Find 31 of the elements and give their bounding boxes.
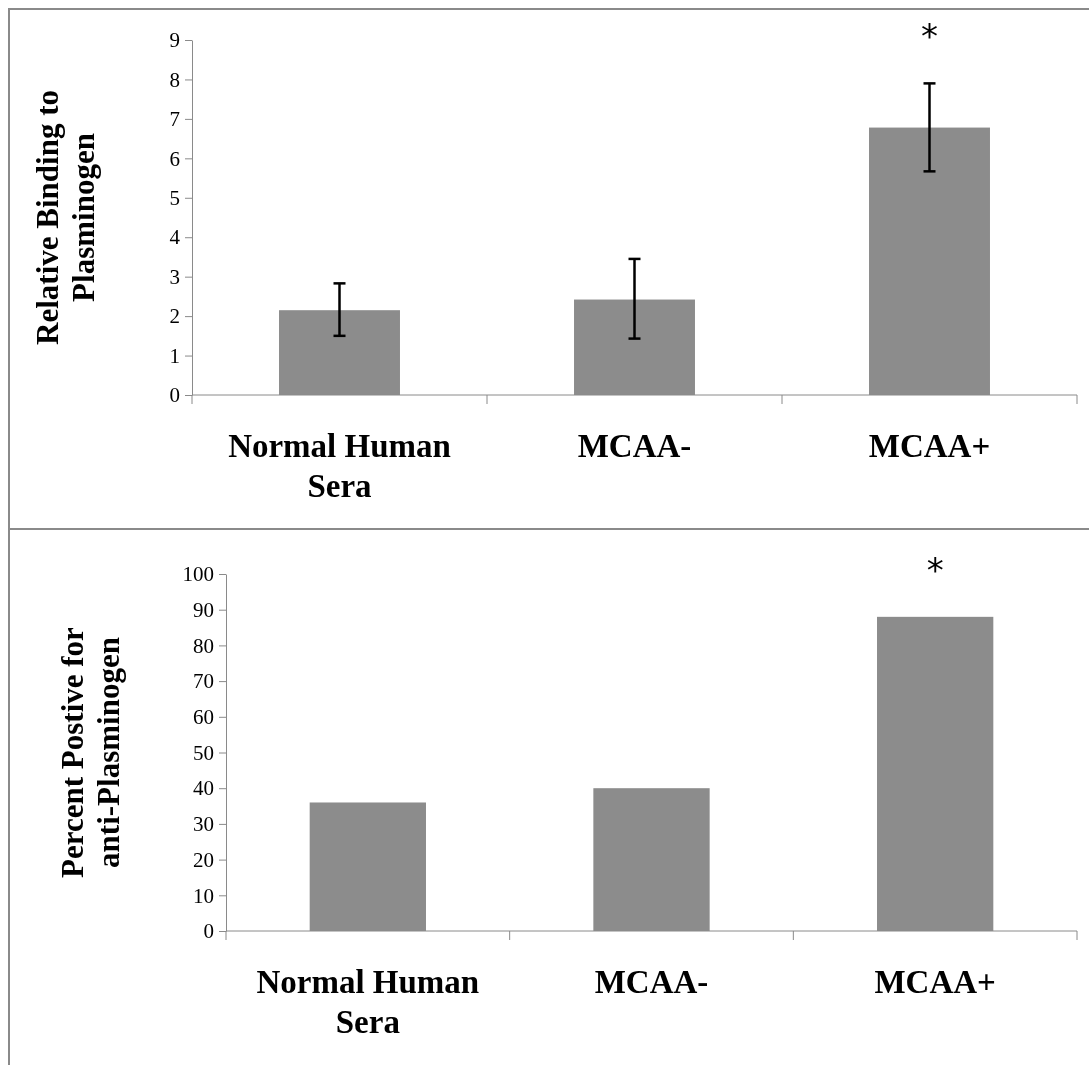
y-tick-label: 0: [203, 919, 214, 944]
y-tick-label: 7: [169, 107, 180, 132]
y-tick-label: 0: [169, 383, 180, 408]
y-tick-label: 40: [193, 776, 214, 801]
x-tick-label: MCAA-: [577, 428, 692, 464]
y-axis-title: Percent Postive for anti-Plasminogen: [54, 626, 126, 878]
y-tick-label: 6: [169, 146, 180, 171]
y-tick-label: 50: [193, 740, 214, 765]
y-tick-label: 5: [169, 186, 180, 210]
y-tick-label: 3: [169, 264, 180, 289]
y-tick-label: 1: [169, 343, 180, 368]
y-tick-label: 100: [182, 562, 214, 587]
y-tick-label: 10: [193, 883, 214, 908]
annotation: *: [926, 550, 944, 591]
y-tick-label: 80: [193, 633, 214, 658]
y-tick-label: 8: [169, 67, 180, 92]
y-axis-title: Relative Binding to Plasminogen: [29, 90, 101, 345]
y-tick-label: 20: [193, 847, 214, 872]
x-tick-label: Normal Human Sera: [256, 964, 480, 1040]
y-tick-label: 90: [193, 597, 214, 622]
x-tick-label: MCAA-: [594, 964, 709, 1000]
x-tick-label: MCAA+: [874, 964, 996, 1000]
y-tick-label: 4: [169, 225, 181, 250]
x-tick-label: Normal Human Sera: [228, 428, 451, 504]
annotation: *: [921, 16, 938, 57]
y-tick-label: 60: [193, 705, 214, 730]
x-tick-label: MCAA+: [868, 428, 991, 464]
y-tick-label: 2: [169, 304, 180, 329]
y-tick-label: 70: [193, 669, 214, 694]
y-tick-label: 30: [193, 812, 214, 837]
y-tick-label: 9: [169, 28, 180, 53]
